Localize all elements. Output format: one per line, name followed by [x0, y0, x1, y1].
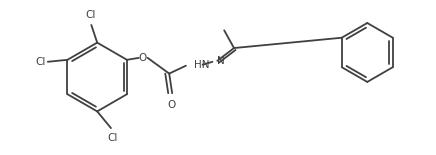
- Text: Cl: Cl: [85, 10, 95, 20]
- Text: O: O: [167, 100, 175, 110]
- Text: O: O: [139, 53, 147, 63]
- Text: N: N: [217, 56, 225, 66]
- Text: HN: HN: [194, 60, 209, 70]
- Text: Cl: Cl: [108, 133, 118, 143]
- Text: Cl: Cl: [35, 57, 46, 67]
